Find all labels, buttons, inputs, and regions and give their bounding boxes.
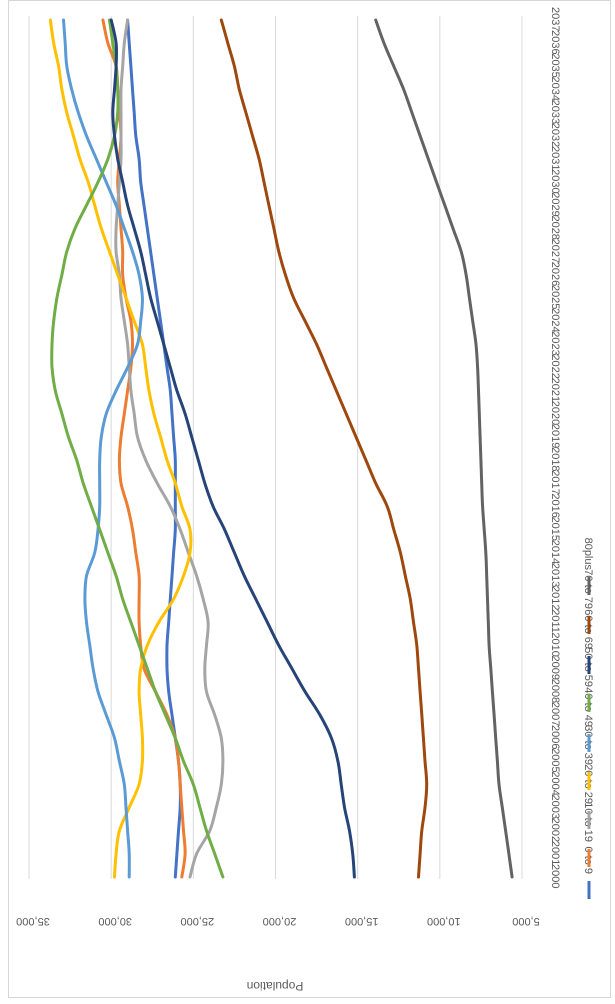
year-tick-label: 2011: [549, 609, 561, 633]
series-line-70-to-79: [219, 18, 429, 879]
value-axis-title-group: Population: [247, 979, 304, 993]
year-tick-label: 2008: [549, 679, 561, 703]
year-tick-label: 2012: [549, 586, 561, 610]
year-tick-label: 2028: [549, 215, 561, 239]
year-tick-label: 2020: [549, 401, 561, 425]
year-tick-label: 2031: [549, 146, 561, 170]
value-tick-label: 10,000: [427, 915, 461, 927]
year-tick-label: 2029: [549, 192, 561, 216]
year-tick-label: 2027: [549, 239, 561, 263]
value-tick-label: 30,000: [98, 915, 132, 927]
year-tick-label: 2009: [549, 656, 561, 680]
year-tick-label: 2015: [549, 517, 561, 541]
year-tick-label: 2021: [549, 378, 561, 402]
year-tick-label: 2003: [549, 795, 561, 819]
series-line-20-to-29: [114, 18, 225, 879]
year-tick-label: 2002: [549, 818, 561, 842]
year-tick-label: 2030: [549, 169, 561, 193]
year-tick-label: 2001: [549, 841, 561, 865]
value-tick-label: 25,000: [181, 915, 215, 927]
series-line-60-to-69: [109, 18, 356, 879]
legend-item: 80plus: [582, 538, 594, 595]
series-line-30-to-39: [48, 18, 193, 879]
year-tick-label: 2022: [549, 354, 561, 378]
value-tick-label: 5,000: [512, 915, 540, 927]
year-tick-label: 2005: [549, 748, 561, 772]
series-line-40-to-49: [62, 18, 144, 879]
year-tick-label: 2014: [549, 540, 561, 564]
year-tick-label: 2004: [549, 771, 561, 795]
year-tick-label: 2013: [549, 563, 561, 587]
year-tick-label: 2007: [549, 702, 561, 726]
series-line-0-to-9: [126, 18, 182, 879]
year-tick-label: 2037: [549, 7, 561, 31]
series-line-80plus: [374, 18, 514, 879]
legend-label: 80plus: [582, 538, 594, 571]
year-tick-label: 2024: [549, 308, 561, 332]
year-tick-label: 2033: [549, 100, 561, 124]
year-tick-label: 2016: [549, 493, 561, 517]
year-tick-label: 2018: [549, 447, 561, 471]
year-tick-label: 2000: [549, 864, 561, 888]
value-axis-title: Population: [247, 979, 304, 993]
value-tick-label: 20,000: [263, 915, 297, 927]
year-axis-ticks: 2000200120022003200420052006200720082009…: [549, 7, 561, 888]
year-tick-label: 2025: [549, 285, 561, 309]
year-tick-label: 2006: [549, 725, 561, 749]
year-tick-label: 2010: [549, 632, 561, 656]
chart-area: [8, 0, 611, 998]
value-tick-label: 15,000: [345, 915, 379, 927]
year-tick-label: 2017: [549, 470, 561, 494]
year-tick-label: 2034: [549, 76, 561, 100]
gridlines: [28, 16, 523, 879]
series-lines: [48, 18, 514, 879]
year-tick-label: 2035: [549, 53, 561, 77]
year-tick-label: 2026: [549, 262, 561, 286]
year-tick-label: 2032: [549, 123, 561, 147]
series-line-50-to-59: [50, 18, 225, 879]
year-tick-label: 2023: [549, 331, 561, 355]
year-tick-label: 2019: [549, 424, 561, 448]
year-tick-label: 2036: [549, 30, 561, 54]
value-tick-label: 35,000: [16, 915, 50, 927]
value-axis-ticks: 5,000 10,000 15,000 20,000 25,000 30,000 35,00…: [16, 915, 540, 927]
